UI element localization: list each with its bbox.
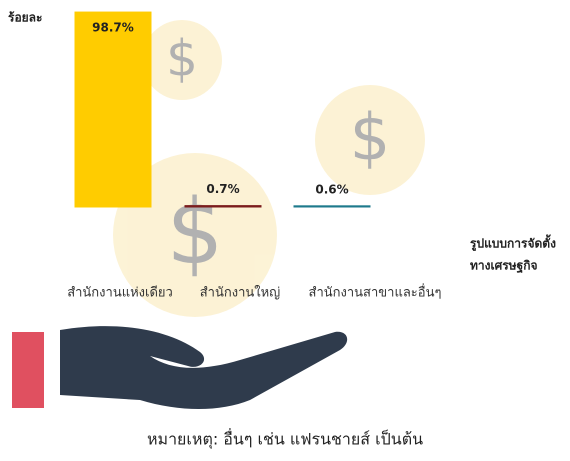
bar bbox=[184, 205, 262, 208]
svg-text:$: $ bbox=[350, 102, 391, 176]
x-axis-label: รูปแบบการจัดตั้ง bbox=[470, 234, 556, 252]
svg-text:$: $ bbox=[166, 30, 198, 88]
x-tick-label: สำนักงานแห่งเดียว bbox=[67, 285, 173, 301]
bar bbox=[74, 11, 152, 208]
svg-text:$: $ bbox=[166, 180, 223, 285]
x-axis-label: ทางเศรษฐกิจ bbox=[470, 259, 538, 274]
decoration-hand bbox=[60, 326, 348, 409]
bar bbox=[293, 205, 371, 208]
x-tick-label: สำนักงานสาขาและอื่นๆ bbox=[309, 284, 442, 301]
value-label: 0.6% bbox=[315, 182, 348, 196]
decoration: $ $ $ bbox=[113, 20, 425, 317]
x-tick-label: สำนักงานใหญ่ bbox=[200, 285, 281, 301]
decoration-cuff bbox=[12, 332, 44, 408]
value-label: 98.7% bbox=[92, 21, 134, 35]
y-axis-label: ร้อยละ bbox=[8, 11, 42, 25]
note: หมายเหตุ: อื่นๆ เช่น แฟรนชายส์ เป็นต้น bbox=[147, 428, 423, 450]
value-label: 0.7% bbox=[206, 182, 239, 196]
